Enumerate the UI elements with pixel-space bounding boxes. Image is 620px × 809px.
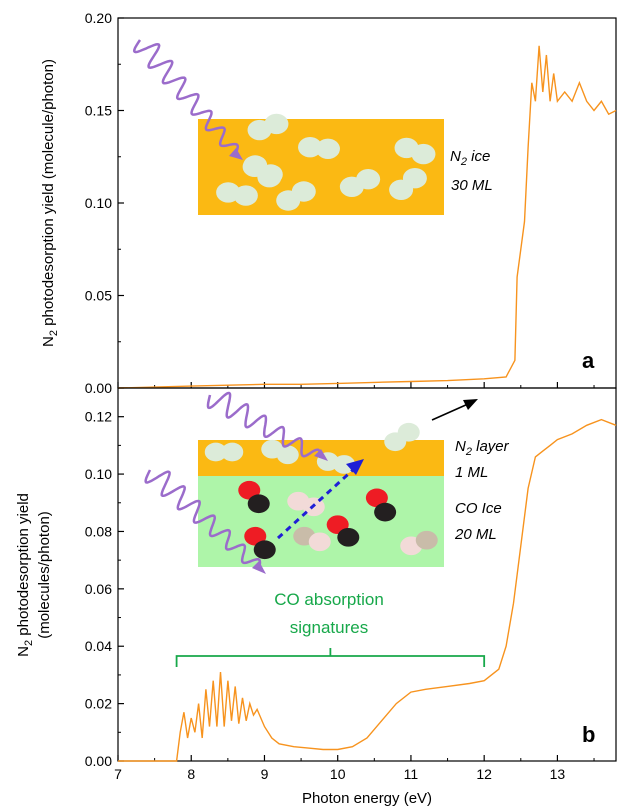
- molecule-atom: [411, 143, 436, 165]
- panel-b-x-ticks: 7 8 9 10 11 12 13: [114, 755, 595, 782]
- panel-label-a: a: [582, 348, 595, 373]
- molecule-atom: [333, 455, 356, 474]
- n2-ice-label-line1: N2 ice: [450, 148, 490, 168]
- photon-arrowhead-icon: [229, 148, 243, 160]
- panel-label-b: b: [582, 722, 595, 747]
- panel-b-y-ticks: 0.00 0.02 0.04 0.06 0.08 0.10 0.12: [85, 409, 124, 769]
- y-tick-label: 0.12: [85, 409, 112, 425]
- co-absorption-bracket: [175, 648, 486, 667]
- photon-arrowhead-upper-icon: [314, 449, 328, 461]
- n2-layer-label-line1: N2 layer: [455, 438, 510, 458]
- desorption-arrowhead-icon: [463, 399, 478, 410]
- x-tick-label: 13: [550, 766, 566, 782]
- molecule-atom: [238, 480, 261, 500]
- n2-ice-label-line2: 30 ML: [451, 177, 493, 194]
- x-tick-label: 9: [261, 766, 269, 782]
- molecule-atom: [244, 526, 267, 546]
- series-line: [118, 418, 617, 762]
- molecule-atom: [204, 442, 227, 462]
- co-absorption-annotation: CO absorption signatures: [175, 590, 486, 667]
- molecule-atom: [298, 137, 323, 158]
- n2-layer-label-line2: 1 ML: [455, 464, 488, 481]
- co-ice-inset: N2 layer 1 ML CO Ice 20 ML: [144, 391, 510, 574]
- x-tick-label: 10: [330, 766, 346, 782]
- y-tick-label: 0.10: [85, 466, 112, 482]
- molecule-atom: [365, 488, 388, 508]
- y-axis-label-b-line1: N2 photodesorption yield: [15, 493, 35, 657]
- n2-molecules: [216, 113, 436, 211]
- x-tick-label: 7: [114, 766, 122, 782]
- y-tick-label: 0.04: [85, 638, 112, 654]
- photon-wave-icon: [132, 39, 240, 154]
- panel-a-y-ticks: 0.00 0.05 0.10 0.15 0.20: [85, 10, 124, 396]
- co-absorption-label-line2: signatures: [290, 618, 368, 637]
- y-tick-label: 0.05: [85, 288, 112, 304]
- x-tick-label: 11: [404, 766, 419, 782]
- co-ice-label-line1: CO Ice: [455, 500, 502, 517]
- y-axis-label-b-line2: (molecules/photon): [36, 511, 53, 639]
- series-line: [117, 45, 617, 389]
- x-tick-label: 8: [187, 766, 195, 782]
- x-tick-label: 12: [476, 766, 492, 782]
- y-axis-label-a: N2 photodesorption yield (molecule/photo…: [40, 59, 60, 347]
- y-tick-label: 0.15: [85, 103, 112, 119]
- panel-b-frame: [117, 387, 617, 762]
- molecule-atom: [291, 181, 316, 202]
- molecule-atom: [276, 445, 299, 465]
- x-axis-label: Photon energy (eV): [302, 790, 432, 807]
- y-tick-label: 0.06: [85, 581, 112, 597]
- molecule-atom: [402, 168, 427, 189]
- molecule-atom: [415, 530, 438, 550]
- photon-arrowhead-lower-icon: [252, 561, 266, 574]
- co-ice-label-line2: 20 ML: [454, 526, 497, 543]
- energy-transfer-arrowhead-icon: [346, 459, 364, 475]
- molecule-atom: [337, 527, 360, 547]
- y-tick-label: 0.00: [85, 753, 112, 769]
- molecule-atom: [233, 185, 258, 206]
- panel-b: 0.00 0.02 0.04 0.06 0.08 0.10 0.12 7 8 9 10 11 12 13…: [15, 387, 617, 782]
- desorption-arrow: [431, 403, 469, 421]
- molecule-atom: [264, 113, 289, 135]
- molecule-atom: [221, 442, 244, 462]
- molecule-atom: [397, 422, 420, 442]
- y-tick-label: 0.08: [85, 523, 112, 539]
- y-tick-label: 0.20: [85, 10, 112, 26]
- panel-a: 0.00 0.05 0.10 0.15 0.20 N2 ice 30 ML a N2 p…: [40, 10, 617, 396]
- molecule-atom: [253, 540, 276, 560]
- y-tick-label: 0.02: [85, 696, 112, 712]
- molecule-atom: [257, 166, 282, 188]
- co-absorption-label-line1: CO absorption: [274, 590, 384, 609]
- molecule-atom: [356, 168, 381, 190]
- photon-wave-lower-icon: [144, 469, 262, 569]
- y-tick-label: 0.00: [85, 380, 112, 396]
- molecule-atom: [247, 494, 270, 514]
- molecule-atom: [315, 138, 340, 159]
- y-tick-label: 0.10: [85, 195, 112, 211]
- n2-ice-inset: N2 ice 30 ML: [132, 39, 493, 215]
- molecule-atom: [374, 502, 397, 522]
- photon-wave-upper-icon: [206, 391, 322, 458]
- molecule-atom: [308, 532, 331, 552]
